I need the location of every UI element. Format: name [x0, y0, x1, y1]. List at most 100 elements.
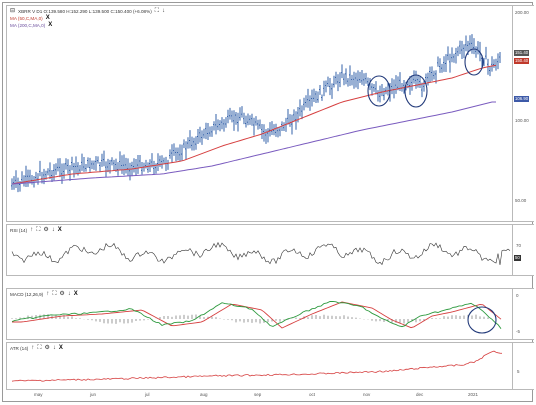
fullscreen-icon[interactable]: ⛶ — [36, 227, 41, 233]
macd-tick: 0 — [516, 293, 519, 298]
up-arrow-icon[interactable]: ↑ — [31, 345, 35, 351]
price-badge-last: 150.40 — [514, 58, 530, 64]
price-bar — [237, 112, 239, 132]
price-bar — [17, 177, 19, 193]
price-bar — [489, 66, 491, 77]
price-bar — [195, 136, 197, 150]
macd-pane[interactable]: MACD (12,26,9) ↑ ⛶ ⚙ ↓ X — [6, 288, 513, 340]
price-badge-high: 151.40 — [514, 50, 530, 56]
price-bar — [27, 169, 29, 187]
price-bar — [127, 158, 129, 177]
price-bar — [323, 80, 325, 97]
price-bar — [303, 97, 305, 111]
price-bar — [381, 83, 383, 97]
price-bar — [247, 113, 249, 126]
price-bar — [371, 83, 373, 96]
price-bar — [141, 161, 143, 175]
price-bar — [335, 71, 337, 85]
macd-title: MACD (12,26,9) — [10, 291, 44, 297]
price-bar — [53, 164, 55, 181]
collapse-icon[interactable]: ⊟ — [10, 8, 16, 14]
price-bar — [109, 159, 111, 174]
price-bar — [343, 73, 345, 86]
price-bar — [349, 65, 351, 86]
atr-axis[interactable]: 5 — [513, 342, 534, 390]
price-bar — [275, 123, 277, 137]
up-arrow-icon[interactable]: ↑ — [30, 227, 34, 233]
price-bar — [257, 119, 259, 130]
price-bar — [361, 69, 363, 85]
ma50-close-button[interactable]: X — [45, 15, 50, 21]
price-bar — [393, 79, 395, 99]
price-bar — [459, 40, 461, 55]
down-arrow-icon[interactable]: ↓ — [67, 291, 71, 297]
price-axis[interactable]: 200.00 151.40 150.40 106.90 100.00 50.00 — [513, 5, 534, 222]
price-bar — [271, 121, 273, 135]
price-bar — [65, 158, 67, 170]
price-bar — [451, 47, 453, 63]
ma200-close-button[interactable]: X — [48, 22, 53, 28]
rsi-close-button[interactable]: X — [57, 227, 62, 233]
price-bar — [105, 161, 107, 178]
fullscreen-icon[interactable]: ⛶ — [154, 8, 159, 14]
rsi-pane[interactable]: RSI (14) ↑ ⛶ ⚙ ↓ X — [6, 224, 513, 276]
price-bar — [399, 72, 401, 92]
macd-axis[interactable]: 0 -5 — [513, 288, 534, 340]
price-bar — [147, 162, 149, 173]
price-bar — [477, 41, 479, 55]
atr-close-button[interactable]: X — [58, 345, 63, 351]
price-bar — [321, 94, 323, 101]
down-arrow-icon[interactable]: ↓ — [51, 227, 55, 233]
atr-pane[interactable]: ATR (14) ↑ ⛶ ⚙ ↓ X — [6, 342, 513, 390]
rsi-line — [11, 241, 511, 266]
price-bar — [205, 122, 207, 140]
price-bar — [373, 84, 375, 92]
price-bar — [31, 174, 33, 185]
price-bar — [317, 91, 319, 103]
down-arrow-icon[interactable]: ↓ — [52, 345, 56, 351]
price-bar — [91, 160, 93, 170]
settings-icon[interactable]: ⚙ — [59, 291, 65, 297]
time-axis[interactable]: may jun jul aug sep oct nov dec 2021 — [6, 390, 513, 401]
price-bar — [101, 153, 103, 167]
price-bar — [365, 72, 367, 84]
price-bar — [83, 157, 85, 172]
price-bar — [199, 126, 201, 143]
atr-chart-svg — [11, 350, 503, 382]
ma200-line — [11, 101, 496, 185]
price-bar — [493, 59, 495, 68]
price-bar — [245, 115, 247, 128]
price-bar — [185, 141, 187, 160]
down-arrow-icon[interactable]: ↓ — [161, 8, 165, 14]
settings-icon[interactable]: ⚙ — [43, 227, 49, 233]
rsi-axis[interactable]: 70 50 — [513, 224, 534, 276]
price-bar — [319, 85, 321, 95]
fullscreen-icon[interactable]: ⛶ — [52, 291, 57, 297]
price-bar — [427, 72, 429, 86]
price-bar — [69, 165, 71, 181]
price-bar — [241, 106, 243, 118]
x-tick: jun — [90, 392, 97, 397]
price-tick: 200.00 — [515, 10, 529, 15]
price-bar — [59, 158, 61, 178]
price-bar — [179, 144, 181, 161]
fullscreen-icon[interactable]: ⛶ — [37, 345, 42, 351]
price-bar — [71, 156, 73, 171]
price-bar — [337, 74, 339, 92]
price-bar — [347, 78, 349, 87]
settings-icon[interactable]: ⚙ — [44, 345, 50, 351]
price-bar — [345, 68, 347, 85]
price-bar — [423, 80, 425, 92]
price-bar — [403, 80, 405, 94]
ma50-line — [11, 64, 497, 185]
price-pane[interactable]: ⊟ XBRR V D1 O:139.580 H:152.290 L:139.50… — [6, 5, 513, 222]
price-bar — [443, 56, 445, 72]
price-bar — [499, 52, 501, 63]
price-bar — [355, 72, 357, 88]
price-bar — [465, 35, 467, 52]
price-bar — [175, 147, 177, 162]
macd-close-button[interactable]: X — [73, 291, 78, 297]
price-bar — [341, 64, 343, 79]
price-bar — [213, 121, 215, 131]
up-arrow-icon[interactable]: ↑ — [46, 291, 50, 297]
